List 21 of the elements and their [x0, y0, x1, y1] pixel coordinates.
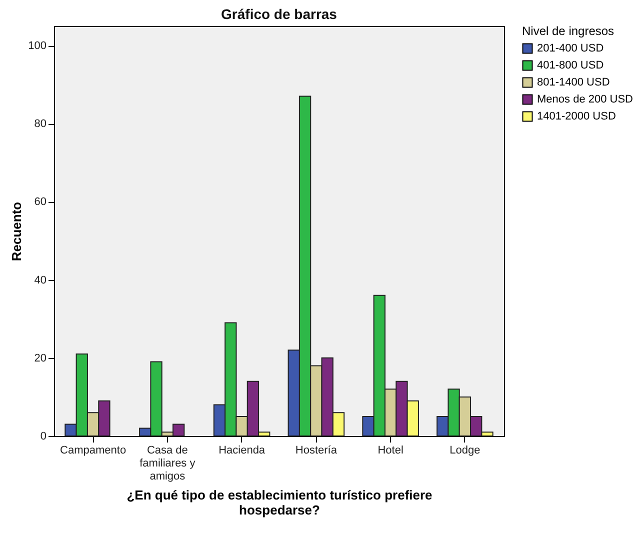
- y-tick-label: 0: [40, 430, 46, 442]
- x-tick-label: Campamento: [60, 444, 126, 456]
- y-tick-label: 60: [34, 196, 46, 208]
- chart-title: Gráfico de barras: [221, 6, 338, 22]
- legend-label: Menos de 200 USD: [537, 94, 634, 106]
- x-tick-label: Lodge: [450, 444, 480, 456]
- y-tick-label: 20: [34, 352, 46, 364]
- legend-label: 201-400 USD: [537, 42, 604, 54]
- y-tick-label: 40: [34, 274, 46, 286]
- legend-label: 801-1400 USD: [537, 76, 610, 88]
- y-axis-title: Recuento: [9, 202, 24, 262]
- x-tick-label: Hostería: [295, 444, 338, 456]
- x-axis-title: ¿En qué tipo de establecimiento turístico prefiere hospedarse?: [126, 488, 432, 518]
- legend-label: 401-800 USD: [537, 60, 604, 72]
- legend-label: 1401-2000 USD: [537, 110, 616, 122]
- x-tick-label: Hacienda: [218, 444, 266, 456]
- x-tick-label: Casa de familiares y amigos: [140, 444, 196, 482]
- x-tick-label: Hotel: [378, 444, 404, 456]
- y-tick-label: 100: [28, 40, 46, 52]
- y-tick-label: 80: [34, 118, 46, 130]
- legend-title: Nivel de ingresos: [522, 24, 614, 38]
